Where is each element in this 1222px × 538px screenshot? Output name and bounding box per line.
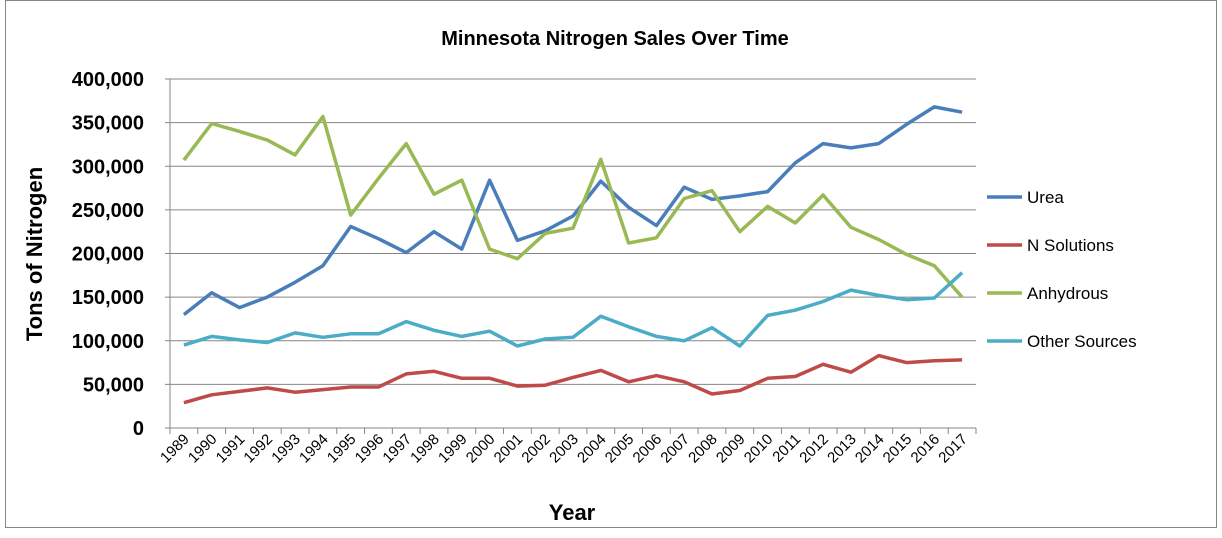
y-tick-label: 50,000: [83, 374, 144, 396]
y-tick-label: 0: [133, 418, 144, 440]
legend-label: Other Sources: [1027, 332, 1137, 351]
y-axis-label: Tons of Nitrogen: [22, 167, 47, 341]
y-tick-label: 100,000: [72, 331, 144, 353]
legend-label: Urea: [1027, 188, 1064, 207]
series-line: [183, 271, 964, 348]
legend-label: Anhydrous: [1027, 284, 1108, 303]
chart-title: Minnesota Nitrogen Sales Over Time: [441, 28, 789, 50]
series-line: [183, 353, 963, 405]
y-tick-label: 200,000: [72, 244, 144, 266]
y-tick-label: 250,000: [72, 200, 144, 222]
y-tick-label: 350,000: [72, 113, 144, 135]
y-tick-label: 400,000: [72, 69, 144, 91]
series-line: [182, 114, 964, 299]
y-tick-label: 150,000: [72, 287, 144, 309]
y-tick-label: 300,000: [72, 156, 144, 178]
legend-label: N Solutions: [1027, 236, 1114, 255]
series-line: [182, 105, 963, 316]
chart-border: [5, 0, 1217, 528]
x-axis-label: Year: [549, 500, 596, 525]
